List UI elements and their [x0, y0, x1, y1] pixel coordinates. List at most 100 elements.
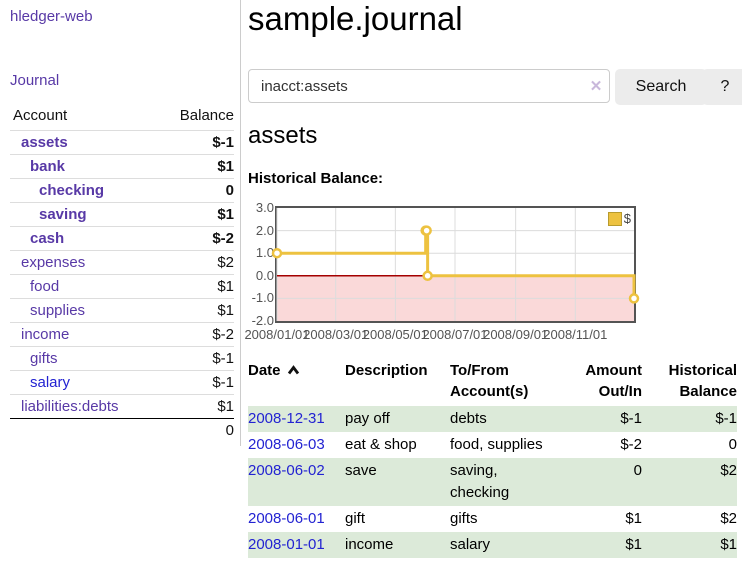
account-link[interactable]: bank: [30, 158, 66, 175]
account-link[interactable]: income: [21, 326, 70, 343]
date-cell: 2008-06-01: [248, 506, 345, 532]
x-axis-tick-label: 2008/05/01: [362, 327, 428, 342]
account-link[interactable]: salary: [30, 374, 71, 391]
accounts-header-row: Account Balance: [10, 105, 234, 131]
sort-ascending-icon: [287, 365, 299, 375]
register-header-date-label: Date: [248, 362, 281, 379]
transaction-date-link[interactable]: 2008-12-31: [248, 410, 325, 427]
account-row: gifts $-1: [10, 346, 234, 371]
account-link[interactable]: liabilities:debts: [21, 398, 119, 415]
account-name-cell: liabilities:debts: [10, 394, 157, 419]
account-balance: $-1: [156, 370, 234, 395]
register-row: 2008-06-03 eat & shop food, supplies $-2 0: [248, 432, 737, 458]
help-button[interactable]: ?: [702, 69, 742, 105]
account-name-cell: checking: [10, 178, 157, 203]
date-cell: 2008-01-01: [248, 532, 345, 558]
accounts-total-balance: 0: [156, 418, 234, 442]
account-name-cell: expenses: [10, 250, 157, 275]
register-row: 2008-06-02 save saving, checking 0 $2: [248, 458, 737, 506]
legend-label: $: [623, 211, 631, 226]
account-row: supplies $1: [10, 298, 234, 323]
tofrom-accounts-cell: debts: [450, 410, 487, 427]
account-heading: assets: [248, 122, 318, 149]
x-axis-tick-label: 2008/01/01: [244, 327, 310, 342]
y-axis-tick-label: 2.0: [255, 222, 274, 238]
amount-cell: $1: [625, 510, 642, 527]
account-balance: $1: [156, 298, 234, 323]
y-axis-tick-label: -2.0: [251, 313, 274, 328]
transaction-date-link[interactable]: 2008-06-01: [248, 510, 325, 527]
account-name-cell: food: [10, 274, 157, 299]
account-name-cell: bank: [10, 154, 157, 179]
chart-plot-area: $: [271, 206, 640, 323]
y-axis-tick-label: 0.0: [255, 267, 274, 283]
account-link[interactable]: cash: [30, 230, 65, 247]
description-cell: pay off: [345, 410, 390, 427]
clear-search-icon[interactable]: ✕: [589, 78, 603, 95]
search-button[interactable]: Search: [615, 69, 707, 105]
register-section: Date Description To/From Account(s) Amou…: [248, 358, 737, 558]
account-balance: $-2: [156, 226, 234, 251]
register-row: 2008-01-01 income salary $1 $1: [248, 532, 737, 558]
search-input[interactable]: [248, 69, 610, 103]
y-axis-tick-label: 3.0: [255, 200, 274, 215]
account-link[interactable]: checking: [39, 182, 105, 199]
search-form: ✕ Search ?: [248, 69, 742, 105]
x-axis-tick-label: 2008/07/01: [422, 327, 488, 342]
amount-cell: $-2: [620, 436, 642, 453]
tofrom-accounts-cell: saving, checking: [450, 462, 510, 501]
description-cell: gift: [345, 510, 366, 527]
account-balance: $1: [156, 274, 234, 299]
account-row: bank $1: [10, 154, 234, 179]
transaction-date-link[interactable]: 2008-06-02: [248, 462, 325, 479]
account-row: expenses $2: [10, 250, 234, 275]
accounts-table: Account Balance assets $-1 bank $1 checking 0…: [10, 105, 234, 442]
account-balance: $-2: [156, 322, 234, 347]
account-row: saving $1: [10, 202, 234, 227]
balance-chart: 3.0 2.0 1.0 0.0 -1.0 -2.0 $ 2008/01/01 2008/03…: [244, 198, 737, 346]
balance-cell: $2: [720, 510, 737, 527]
account-link[interactable]: expenses: [21, 254, 86, 271]
app-brand-link[interactable]: hledger-web: [10, 8, 93, 25]
chart-legend: $: [607, 211, 631, 226]
chart-title: Historical Balance:: [248, 170, 384, 187]
amount-cell: $1: [625, 536, 642, 553]
account-link[interactable]: saving: [39, 206, 87, 223]
register-header-description: Description: [345, 362, 428, 379]
amount-cell: 0: [633, 462, 642, 479]
account-name-cell: saving: [10, 202, 157, 227]
account-balance: $1: [156, 154, 234, 179]
sidebar-item-journal[interactable]: Journal: [10, 72, 60, 89]
date-cell: 2008-06-02: [248, 458, 345, 506]
account-link[interactable]: gifts: [30, 350, 58, 367]
x-axis-tick-label: 2008/09/01: [483, 327, 549, 342]
balance-cell: $-1: [715, 410, 737, 427]
description-cell: save: [345, 462, 377, 479]
account-link[interactable]: food: [30, 278, 60, 295]
register-body: 2008-12-31 pay off debts $-1 $-1 2008-06-03 ea…: [248, 406, 737, 558]
x-axis-tick-label: 2008/11/01: [543, 327, 608, 342]
transaction-date-link[interactable]: 2008-01-01: [248, 536, 325, 553]
sidebar: hledger-web Journal Account Balance asse…: [0, 0, 241, 446]
x-axis-tick-label: 2008/03/01: [303, 327, 369, 342]
date-cell: 2008-12-31: [248, 406, 345, 432]
account-row: checking 0: [10, 178, 234, 203]
tofrom-accounts-cell: gifts: [450, 510, 478, 527]
account-name-cell: income: [10, 322, 157, 347]
description-cell: eat & shop: [345, 436, 417, 453]
accounts-total-spacer: [10, 418, 157, 442]
y-axis-tick-label: -1.0: [251, 290, 274, 306]
chart-canvas: [271, 208, 640, 321]
account-link[interactable]: supplies: [30, 302, 86, 319]
transaction-date-link[interactable]: 2008-06-03: [248, 436, 325, 453]
register-header-tofrom: To/From Account(s): [450, 362, 529, 400]
account-balance: $2: [156, 250, 234, 275]
register-header-date[interactable]: Date: [248, 358, 345, 406]
balance-cell: $2: [720, 462, 737, 479]
register-header-balance: Historical Balance: [668, 362, 737, 400]
account-link[interactable]: assets: [21, 134, 68, 151]
account-row: income $-2: [10, 322, 234, 347]
account-row: cash $-2: [10, 226, 234, 251]
account-row: food $1: [10, 274, 234, 299]
account-balance: $1: [156, 202, 234, 227]
